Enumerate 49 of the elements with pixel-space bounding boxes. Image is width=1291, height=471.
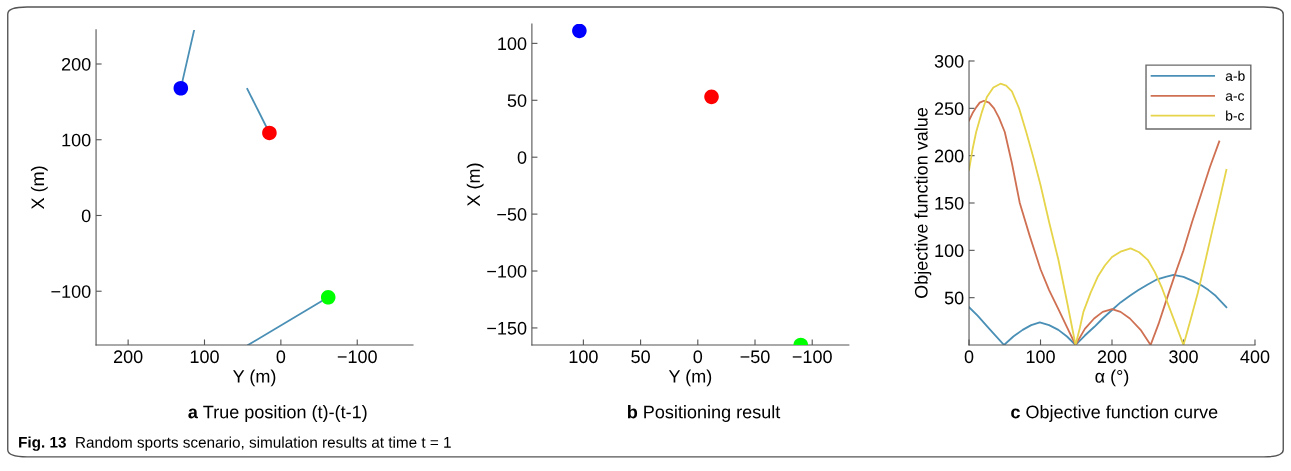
legend-label: a-b (1225, 70, 1245, 81)
y-tick-label: 0 (517, 151, 527, 164)
y-tick-label: 100 (935, 244, 964, 258)
point (572, 24, 587, 39)
legend-label: a-c (1225, 93, 1245, 101)
y-tick-label: −150 (487, 321, 527, 335)
y-tick-label: −100 (487, 264, 527, 278)
point (320, 290, 336, 305)
y-tick-label: 50 (944, 291, 964, 305)
point (704, 89, 719, 105)
x-tick-label: 0 (276, 350, 286, 364)
y-tick-label: 0 (81, 209, 91, 223)
x-tick-label: 0 (964, 350, 974, 364)
x-axis-title: Y (m) (668, 369, 712, 387)
x-tick-label: 200 (113, 350, 143, 364)
legend-label: b-c (1226, 110, 1245, 121)
x-tick-label: 100 (190, 350, 219, 364)
y-tick-label: 50 (507, 94, 527, 107)
x-tick-label: −100 (792, 350, 832, 364)
y-tick-label: 150 (935, 196, 964, 210)
x-tick-label: −50 (740, 350, 770, 364)
x-tick-label: 50 (631, 350, 650, 364)
x-tick-label: 100 (1026, 350, 1055, 364)
x-tick-label: 200 (1097, 350, 1127, 364)
y-tick-label: −50 (497, 208, 527, 221)
x-tick-label: 0 (693, 350, 703, 364)
text: c Objective function curve (1011, 405, 1218, 422)
y-tick-label: 100 (498, 37, 527, 51)
y-axis-title: X (m) (30, 166, 48, 210)
text: b Positioning result (627, 405, 781, 422)
x-axis-title: α (°) (1095, 369, 1129, 387)
x-axis-title: Y (m) (233, 369, 276, 387)
y-tick-label: 200 (934, 149, 964, 163)
x-tick-label: −100 (337, 350, 377, 364)
y-axis-title: Objective function value (914, 107, 932, 298)
y-axis-title: X (m) (466, 163, 484, 207)
x-tick-label: 400 (1240, 350, 1270, 364)
y-tick-label: 300 (934, 54, 964, 68)
caption: Fig. 13 Random sports scenario, simulation results at time t = 1 (19, 436, 451, 451)
x-tick-label: 100 (569, 350, 598, 364)
x-tick-label: 300 (1169, 350, 1198, 364)
point (173, 80, 189, 96)
y-tick-label: 250 (934, 102, 964, 116)
y-tick-label: 100 (62, 133, 91, 147)
line-series (969, 274, 1228, 346)
y-tick-label: −100 (51, 285, 91, 298)
text: a True position (t)-(t-1) (188, 405, 367, 422)
point (262, 125, 277, 141)
y-tick-label: 200 (61, 57, 91, 71)
